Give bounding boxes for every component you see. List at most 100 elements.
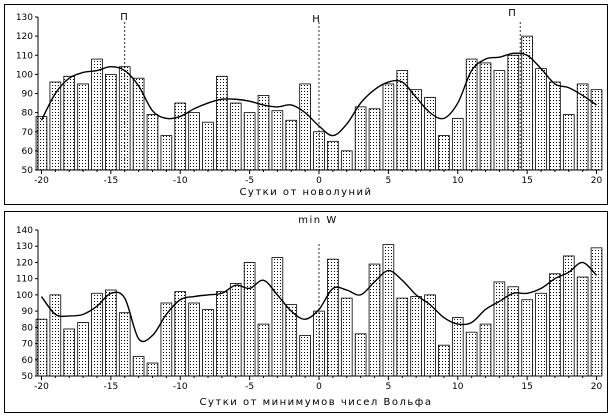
chart-2-x-tick-label: 20 [591,382,603,392]
chart-2-bar [368,263,381,377]
chart-1-x-tick-label: -15 [104,176,119,186]
chart-1-bar [327,140,339,171]
chart-2-bar [507,286,520,377]
chart-2-bar [229,283,242,377]
chart-2-x-tick-label: 10 [452,382,464,392]
chart-2-bar [410,296,422,377]
chart-2-y-tick-label: 60 [22,356,34,366]
chart-1-bar [479,62,492,171]
chart-2-bar [438,344,450,377]
chart-1-bar [493,70,506,171]
chart-2-bar [576,276,589,377]
chart-1-x-tick-label: 0 [316,176,322,186]
chart-1-y-tick-label: 60 [22,147,34,157]
chart-2-y-tick-label: 130 [16,242,33,252]
chart-1-bar [188,112,200,171]
chart-1-x-tick-label: 20 [591,176,603,186]
chart-2-bar [327,258,339,377]
chart-2-x-tick-label: 5 [386,382,392,392]
chart-1-bar [465,58,478,171]
chart-2-bar [382,244,395,377]
chart-2-bar [216,291,228,377]
chart-2-x-tick-label: 0 [316,382,322,392]
chart-1-marker-p-left: П [120,12,128,23]
chart-2-y-tick-label: 70 [22,340,34,350]
chart-1-marker-p-right: П [508,8,516,19]
chart-2-frame [4,211,608,413]
chart-2-bar [340,297,353,377]
chart-2-bar [174,291,187,377]
chart-1-x-tick-label: 5 [386,176,392,186]
chart-1-x-tick-label: -5 [245,176,254,186]
chart-1-plot: 50 60 70 80 90 100 110 120 130 -20 -15 -10 -5 0 5 10 15 2… [16,13,603,186]
chart-1-bar [340,150,353,171]
chart-1-y-tick-label: 110 [16,51,33,61]
chart-1-bar [91,58,103,171]
chart-2-bar [132,356,145,377]
chart-2-bar [424,294,436,377]
chart-2-y-tick-label: 90 [22,307,34,317]
chart-2-bar [63,328,76,377]
chart-1-bar [77,83,89,171]
chart-2-bar [118,312,131,377]
chart-1-y-tick-label: 70 [22,128,34,138]
chart-1-y-tick-label: 130 [16,13,33,23]
chart-2-bar [535,292,547,377]
chart-1-marker-n: Н [312,14,320,25]
chart-2-x-tick-label: -20 [34,382,49,392]
chart-1-y-tick-label: 50 [22,166,34,176]
chart-1-bar [202,121,214,171]
chart-1-y-tick-label: 90 [22,90,34,100]
chart-2-y-tick-label: 50 [22,372,34,382]
chart-2-bar [49,294,62,377]
chart-1-y-tick-label: 120 [16,32,33,42]
chart-2-bar [396,297,409,377]
chart-1-y-tick-label: 80 [22,109,34,119]
chart-1-bar [105,73,117,171]
chart-2-bar [105,289,117,377]
chart-2-bar [465,331,478,377]
chart-1-bar [576,83,589,171]
chart-2-y-tick-label: 140 [16,226,33,236]
chart-1-bar [507,54,520,171]
chart-2-bar [243,262,256,377]
chart-2-bar [354,333,367,377]
chart-2-bar [202,309,214,377]
chart-1-bar [382,83,395,171]
chart-1-bar [285,119,298,171]
chart-2-x-tick-label: -10 [173,382,188,392]
chart-2-bar [146,362,159,377]
chart-1-bar [562,114,575,171]
chart-1-bar [49,81,62,171]
chart-2-plot: 50 60 70 80 90 100 110 120 130 140 -20 -15 -10 -5 0 5 10… [16,226,603,392]
chart-1-x-tick-label: -10 [173,176,188,186]
chart-2-bar [188,302,200,377]
chart-2-y-tick-label: 120 [16,258,33,268]
chart-2-xlabel: Сутки от минимумов чисел Вольфа [200,397,433,408]
chart-2-bar [451,317,464,377]
chart-1-x-tick-label: 10 [452,176,464,186]
chart-1-bar [174,102,187,171]
chart-1-bar [354,106,367,171]
chart-2-bar [299,335,311,377]
chart-2-title: min W [298,215,337,226]
chart-1-bar [229,102,242,171]
chart-2-bar [77,322,89,377]
chart-2-bar [285,304,298,377]
chart-1-bar [438,135,450,171]
chart-2-y-tick-label: 110 [16,275,33,285]
chart-2-bar [521,299,533,377]
chart-1-bar [451,117,464,171]
chart-1-bar [535,68,547,171]
chart-1-bar [257,95,270,171]
chart-2-x-tick-label: 15 [521,382,532,392]
chart-1-bar [160,135,173,171]
chart-2-bar [271,257,284,377]
chart-1-bar [549,81,561,171]
chart-1-bar [521,35,533,171]
chart-2-x-tick-label: -5 [245,382,254,392]
chart-2-y-tick-label: 80 [22,323,34,333]
chart-2-bar [493,281,506,377]
chart-2-y-tick-label: 100 [16,291,33,301]
